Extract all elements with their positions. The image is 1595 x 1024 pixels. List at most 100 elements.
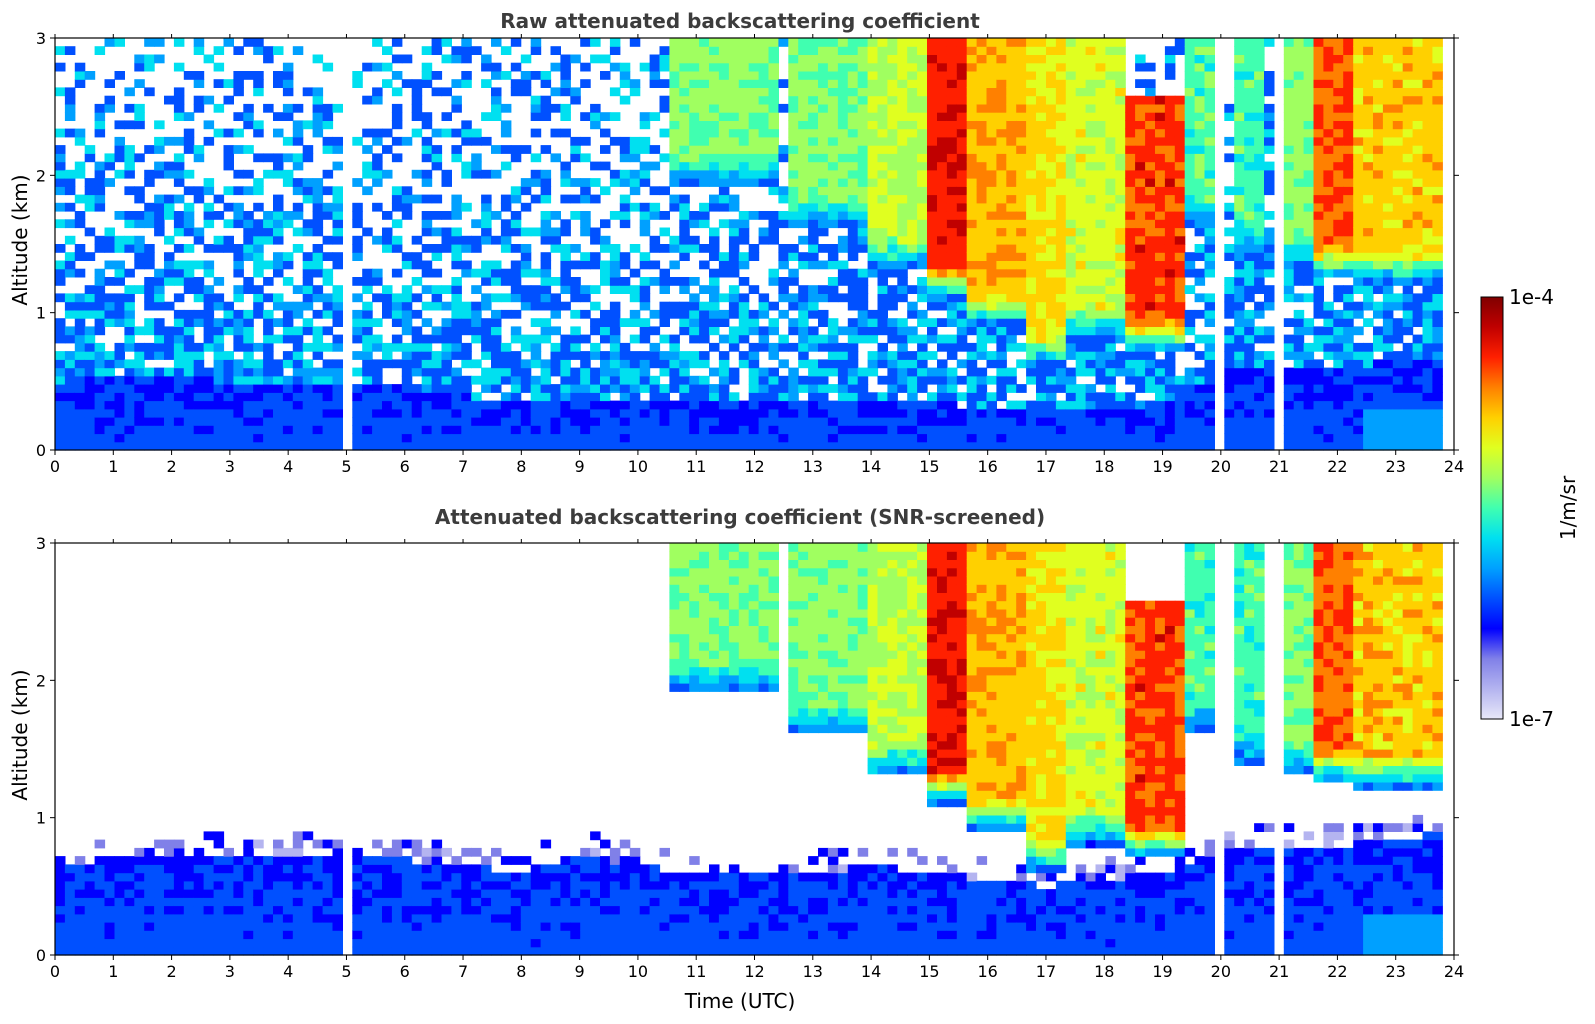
heatmap-cell — [431, 71, 443, 80]
heatmap-cell — [1363, 268, 1374, 278]
heatmap-cell — [243, 112, 254, 121]
heatmap-cell — [629, 186, 641, 196]
heatmap-cell — [609, 425, 621, 435]
heatmap-cell — [411, 384, 423, 393]
heatmap-cell — [1105, 120, 1116, 130]
heatmap-cell — [649, 202, 661, 212]
heatmap-cell — [55, 392, 66, 402]
heatmap-cell — [1254, 46, 1265, 55]
heatmap-cell — [639, 136, 651, 146]
heatmap-cell — [986, 128, 997, 138]
heatmap-cell — [867, 95, 879, 105]
heatmap-cell — [1046, 252, 1057, 261]
heatmap-cell — [1095, 285, 1106, 294]
heatmap-cell — [877, 38, 888, 47]
heatmap-cell — [154, 417, 165, 426]
heatmap-cell — [1026, 334, 1037, 344]
heatmap-cell — [867, 244, 879, 253]
heatmap-cell — [976, 301, 988, 311]
heatmap-cell — [679, 408, 690, 418]
heatmap-cell — [520, 400, 532, 410]
heatmap-cell — [1075, 417, 1087, 426]
heatmap-cell — [659, 384, 670, 393]
heatmap-cell — [1184, 309, 1196, 319]
heatmap-cell — [847, 161, 859, 171]
heatmap-cell — [1085, 211, 1097, 220]
heatmap-cell — [84, 417, 96, 426]
heatmap-cell — [1184, 128, 1196, 138]
heatmap-cell — [1006, 95, 1017, 105]
heatmap-cell — [362, 392, 373, 402]
heatmap-cell — [798, 252, 809, 261]
heatmap-cell — [451, 334, 462, 344]
heatmap-cell — [500, 71, 512, 80]
heatmap-cell — [154, 219, 165, 229]
heatmap-cell — [1373, 178, 1384, 187]
heatmap-cell — [1313, 112, 1324, 121]
heatmap-cell — [1244, 161, 1255, 171]
heatmap-cell — [550, 211, 561, 220]
heatmap-cell — [768, 136, 779, 146]
heatmap-cell — [1194, 227, 1206, 237]
heatmap-cell — [1065, 46, 1077, 55]
heatmap-cell — [986, 145, 997, 154]
heatmap-cell — [887, 268, 898, 278]
heatmap-cell — [956, 277, 968, 286]
heatmap-cell — [510, 309, 522, 319]
heatmap-cell — [956, 38, 968, 47]
heatmap-cell — [1095, 260, 1106, 270]
heatmap-cell — [114, 153, 125, 163]
heatmap-cell — [837, 268, 849, 278]
heatmap-cell — [322, 169, 334, 179]
heatmap-cell — [1135, 128, 1146, 138]
heatmap-cell — [312, 408, 324, 418]
heatmap-cell — [74, 384, 86, 393]
heatmap-cell — [104, 244, 115, 253]
heatmap-cell — [1145, 268, 1156, 278]
heatmap-cell — [986, 326, 997, 336]
heatmap-cell — [183, 211, 195, 220]
heatmap-cell — [183, 400, 195, 410]
heatmap-cell — [649, 384, 661, 393]
heatmap-cell — [282, 79, 294, 88]
heatmap-cell — [996, 417, 1007, 426]
heatmap-cell — [718, 194, 730, 204]
heatmap-cell — [1293, 268, 1305, 278]
heatmap-cell — [1313, 54, 1324, 64]
heatmap-cell — [510, 417, 522, 426]
heatmap-cell — [1343, 359, 1354, 369]
heatmap-cell — [798, 211, 809, 220]
heatmap-cell — [1323, 194, 1334, 204]
heatmap-cell — [768, 425, 779, 435]
heatmap-cell — [312, 334, 324, 344]
heatmap-cell — [322, 359, 334, 369]
heatmap-cell — [1333, 71, 1344, 80]
heatmap-cell — [1244, 417, 1255, 426]
heatmap-cell — [669, 351, 680, 360]
heatmap-cell — [798, 425, 809, 435]
heatmap-cell — [887, 38, 898, 47]
heatmap-cell — [560, 441, 571, 451]
heatmap-cell — [738, 433, 750, 443]
heatmap-cell — [233, 46, 244, 55]
heatmap-cell — [1155, 417, 1166, 426]
heatmap-cell — [927, 318, 938, 327]
heatmap-cell — [748, 318, 760, 327]
heatmap-cell — [788, 408, 799, 418]
heatmap-cell — [1333, 211, 1344, 220]
heatmap-cell — [500, 408, 512, 418]
heatmap-cell — [857, 433, 869, 443]
heatmap-cell — [1244, 46, 1255, 55]
heatmap-cell — [937, 38, 948, 47]
heatmap-cell — [560, 268, 571, 278]
heatmap-cell — [481, 211, 492, 220]
heatmap-cell — [1036, 153, 1047, 163]
heatmap-cell — [956, 392, 968, 402]
heatmap-cell — [748, 408, 760, 418]
heatmap-cell — [1363, 136, 1374, 146]
heatmap-cell — [887, 417, 898, 426]
heatmap-cell — [94, 202, 106, 212]
heatmap-cell — [609, 252, 621, 261]
heatmap-cell — [1065, 62, 1077, 72]
heatmap-cell — [193, 384, 205, 393]
